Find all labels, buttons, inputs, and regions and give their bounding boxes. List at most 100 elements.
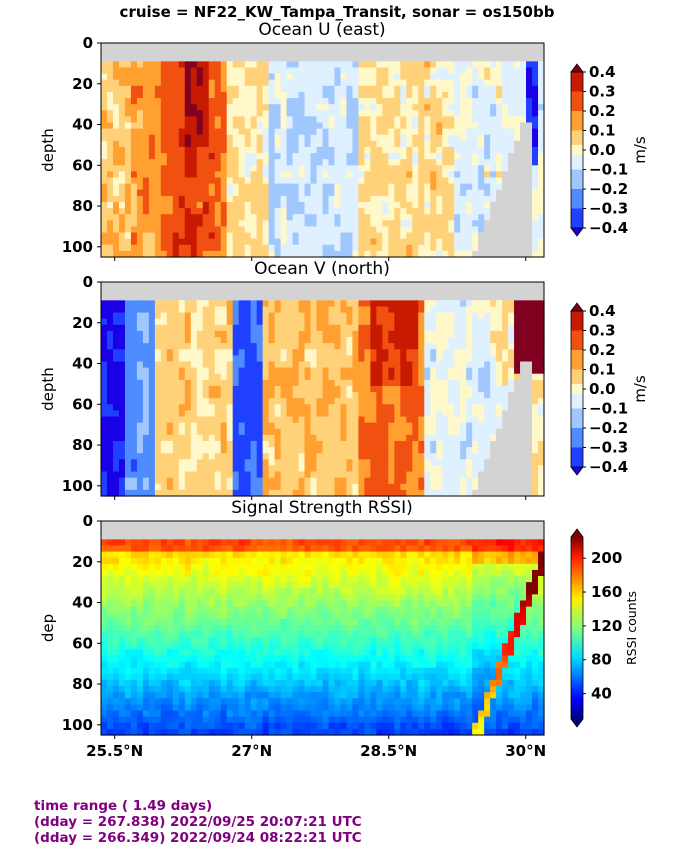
heatmap-cell [166, 367, 174, 375]
heatmap-cell [154, 392, 162, 399]
heatmap-cell [460, 183, 467, 191]
colorbar-label-v: m/s [631, 375, 649, 403]
heatmap-cell [154, 208, 162, 215]
heatmap-cell [118, 355, 126, 363]
heatmap-cell [436, 122, 443, 130]
heatmap-cell [460, 116, 467, 124]
heatmap-cell [490, 337, 497, 344]
heatmap-cell [154, 379, 162, 387]
heatmap-cell [166, 244, 174, 252]
heatmap-cell [256, 367, 264, 375]
heatmap-cell [250, 483, 258, 491]
heatmap-cell [406, 226, 413, 234]
heatmap-cell [400, 73, 407, 81]
heatmap-cell [394, 208, 401, 215]
heatmap-cell [292, 220, 300, 228]
heatmap-cell [340, 201, 348, 209]
heatmap-cell [496, 483, 503, 491]
heatmap-cell [412, 250, 419, 258]
heatmap-cell [208, 324, 216, 332]
heatmap-cell [502, 434, 509, 442]
heatmap-cell [118, 477, 126, 485]
colorbar-tick-label: −0.1 [589, 400, 628, 418]
heatmap-cell [136, 465, 144, 473]
heatmap-cell [130, 98, 138, 105]
heatmap-cell [538, 379, 545, 387]
heatmap-cell [358, 306, 366, 314]
heatmap-cell [208, 159, 216, 166]
heatmap-cell [202, 379, 210, 387]
ytick-label: 60 [72, 156, 93, 174]
heatmap-cell [154, 330, 162, 338]
heatmap-cell [292, 67, 300, 75]
heatmap-cell [298, 226, 306, 234]
heatmap-cell [148, 98, 156, 105]
heatmap-cell [466, 91, 473, 99]
heatmap-cell [202, 337, 210, 344]
heatmap-cell [418, 465, 425, 473]
heatmap-cell [358, 355, 366, 363]
heatmap-cell [532, 416, 539, 424]
heatmap-cell [208, 116, 216, 124]
heatmap-cell [124, 588, 132, 595]
heatmap-cell [208, 385, 216, 393]
heatmap-cell [322, 61, 330, 69]
heatmap-cell [328, 343, 336, 350]
heatmap-cell [166, 134, 174, 142]
heatmap-cell [478, 208, 485, 215]
heatmap-cell [454, 140, 461, 148]
heatmap-cell [322, 361, 330, 369]
heatmap-cell [436, 361, 443, 369]
heatmap-cell [478, 79, 485, 87]
heatmap-cell [101, 618, 108, 626]
heatmap-cell [112, 679, 120, 687]
heatmap-cell [406, 422, 413, 430]
heatmap-cell [226, 312, 234, 320]
heatmap-cell [340, 238, 348, 246]
heatmap-cell [106, 232, 114, 240]
heatmap-cell [454, 330, 461, 338]
heatmap-cell [418, 116, 425, 124]
heatmap-cell [142, 104, 150, 111]
heatmap-cell [346, 134, 354, 142]
heatmap-cell [406, 91, 413, 99]
heatmap-cell [118, 704, 126, 712]
heatmap-cell [484, 404, 491, 411]
heatmap-cell [202, 189, 210, 197]
heatmap-cell [148, 477, 156, 485]
heatmap-cell [244, 98, 252, 105]
heatmap-cell [124, 465, 132, 473]
heatmap-cell [394, 98, 401, 105]
heatmap-cell [178, 477, 186, 485]
heatmap-cell [448, 165, 455, 172]
colorbar-tick-label: 0.2 [589, 102, 616, 120]
heatmap-cell [292, 226, 300, 234]
heatmap-cell [101, 692, 108, 699]
heatmap-cell [490, 489, 497, 497]
heatmap-cell [256, 465, 264, 473]
heatmap-cell [412, 134, 419, 142]
heatmap-cell [142, 85, 150, 93]
colorbar-extend-bottom [570, 227, 584, 237]
heatmap-cell [106, 594, 114, 602]
heatmap-cell [196, 134, 204, 142]
heatmap-cell [166, 453, 174, 460]
heatmap-cell [160, 238, 168, 246]
heatmap-cell [454, 471, 461, 479]
heatmap-cell [400, 373, 407, 381]
heatmap-cell [406, 306, 413, 314]
heatmap-cell [124, 392, 132, 399]
heatmap-cell [364, 465, 371, 473]
heatmap-cell [478, 171, 485, 179]
heatmap-cell [394, 330, 401, 338]
heatmap-cell [364, 447, 371, 454]
heatmap-cell [238, 250, 246, 258]
heatmap-cell [106, 306, 114, 314]
heatmap-cell [328, 128, 336, 136]
heatmap-cell [208, 477, 216, 485]
heatmap-cell [430, 122, 437, 130]
heatmap-cell [184, 416, 192, 424]
heatmap-cell [172, 116, 180, 124]
heatmap-cell [166, 238, 174, 246]
heatmap-cell [526, 110, 533, 117]
